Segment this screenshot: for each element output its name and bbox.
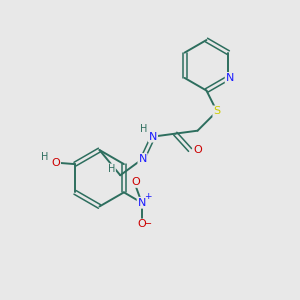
Text: S: S — [213, 106, 220, 116]
Text: O: O — [193, 145, 202, 155]
Text: N: N — [138, 198, 146, 208]
Text: H: H — [41, 152, 48, 162]
Text: −: − — [144, 220, 152, 230]
Text: +: + — [144, 192, 152, 201]
Text: H: H — [140, 124, 148, 134]
Text: O: O — [137, 220, 146, 230]
Text: O: O — [131, 177, 140, 187]
Text: N: N — [138, 154, 147, 164]
Text: H: H — [108, 164, 115, 174]
Text: N: N — [226, 73, 234, 83]
Text: O: O — [51, 158, 60, 168]
Text: N: N — [149, 132, 157, 142]
